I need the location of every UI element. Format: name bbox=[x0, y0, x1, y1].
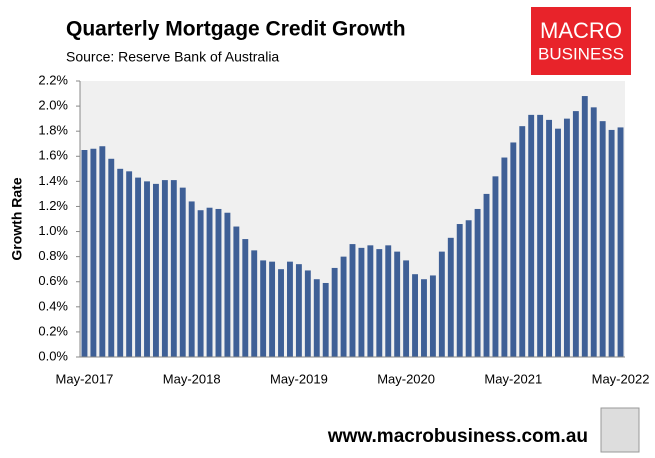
bar bbox=[99, 146, 106, 357]
logo-box bbox=[531, 7, 631, 75]
bar bbox=[152, 183, 159, 357]
bar bbox=[528, 114, 535, 357]
y-tick-label: 0.8% bbox=[38, 248, 68, 263]
bar bbox=[546, 119, 553, 358]
y-tick-label: 2.0% bbox=[38, 98, 68, 113]
bar bbox=[385, 245, 392, 357]
bar bbox=[590, 107, 597, 357]
bar bbox=[599, 121, 606, 358]
x-tick-label: May-2018 bbox=[163, 371, 221, 386]
bar bbox=[242, 239, 249, 357]
x-tick-label: May-2017 bbox=[56, 371, 114, 386]
bar bbox=[537, 114, 544, 357]
bar bbox=[447, 237, 454, 357]
footer: www.macrobusiness.com.au bbox=[327, 426, 588, 447]
bar bbox=[144, 181, 150, 357]
bar bbox=[438, 251, 445, 357]
chart-subtitle: Source: Reserve Bank of Australia bbox=[66, 49, 279, 65]
bar bbox=[555, 128, 561, 357]
x-tick-label: May-2021 bbox=[484, 371, 542, 386]
bar bbox=[403, 260, 410, 357]
bar bbox=[429, 275, 436, 357]
bar bbox=[295, 264, 302, 357]
bar bbox=[260, 260, 267, 357]
bar bbox=[135, 177, 142, 357]
y-tick-label: 1.4% bbox=[38, 173, 68, 188]
bar bbox=[304, 270, 311, 357]
bar bbox=[617, 127, 624, 357]
y-tick-label: 1.8% bbox=[38, 123, 68, 138]
bar bbox=[376, 249, 383, 357]
bar bbox=[474, 208, 481, 357]
y-tick-label: 1.6% bbox=[38, 148, 68, 163]
bar bbox=[81, 150, 88, 357]
bar bbox=[394, 251, 401, 357]
x-tick-label: May-2022 bbox=[592, 371, 650, 386]
bar bbox=[572, 111, 579, 357]
bar bbox=[126, 171, 133, 357]
bar bbox=[465, 220, 472, 357]
wolf-icon bbox=[600, 407, 640, 453]
x-tick-label: May-2019 bbox=[270, 371, 328, 386]
bar bbox=[581, 96, 588, 358]
bar bbox=[492, 176, 499, 357]
y-tick-label: 0.2% bbox=[38, 323, 68, 338]
y-tick-label: 1.2% bbox=[38, 198, 68, 213]
y-axis-title: Growth Rate bbox=[9, 177, 25, 260]
bar bbox=[215, 208, 222, 357]
bar bbox=[224, 212, 231, 357]
x-tick-label: May-2020 bbox=[377, 371, 435, 386]
chart-title: Quarterly Mortgage Credit Growth bbox=[66, 18, 406, 41]
bar bbox=[367, 245, 374, 357]
bar bbox=[519, 126, 526, 357]
bar bbox=[90, 148, 97, 357]
bar bbox=[421, 279, 427, 357]
bar bbox=[287, 261, 293, 357]
bar bbox=[358, 247, 365, 357]
logo-text: MACRO bbox=[540, 18, 622, 43]
bar bbox=[608, 129, 615, 357]
bar bbox=[563, 118, 570, 358]
bar bbox=[483, 193, 490, 357]
bar bbox=[179, 187, 186, 357]
y-tick-label: 0.6% bbox=[38, 273, 68, 288]
bar bbox=[322, 282, 329, 357]
bar bbox=[278, 269, 284, 357]
bar bbox=[501, 157, 508, 357]
bar bbox=[161, 180, 168, 357]
bar bbox=[456, 224, 463, 357]
bar bbox=[188, 201, 195, 357]
y-tick-label: 2.2% bbox=[38, 72, 68, 87]
y-tick-label: 1.0% bbox=[38, 223, 68, 238]
bar bbox=[331, 267, 338, 357]
bar bbox=[170, 180, 177, 357]
bar bbox=[251, 250, 258, 357]
bar bbox=[412, 274, 418, 357]
bar bbox=[349, 244, 356, 357]
bar bbox=[340, 256, 347, 357]
y-tick-label: 0.4% bbox=[38, 298, 68, 313]
bar bbox=[197, 210, 204, 357]
bar bbox=[117, 168, 124, 357]
bar bbox=[313, 279, 320, 357]
logo-text: BUSINESS bbox=[538, 44, 624, 63]
bar bbox=[206, 207, 213, 357]
bar bbox=[269, 261, 276, 357]
y-tick-label: 0.0% bbox=[38, 348, 68, 363]
bar bbox=[510, 142, 517, 357]
bar bbox=[233, 226, 240, 357]
bar bbox=[108, 158, 115, 357]
